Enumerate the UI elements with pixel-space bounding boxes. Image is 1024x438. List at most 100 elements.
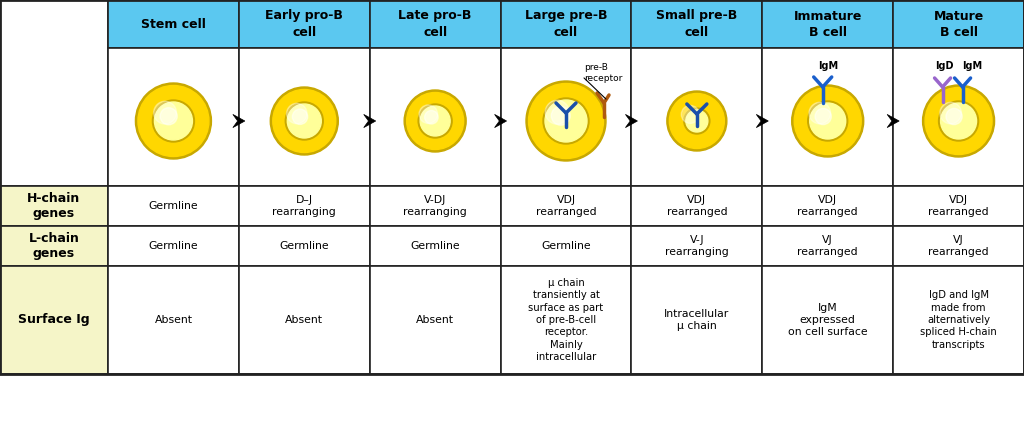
Circle shape [684,108,710,134]
Circle shape [815,108,831,124]
Text: IgD and IgM
made from
alternatively
spliced H-chain
transcripts: IgD and IgM made from alternatively spli… [921,290,997,350]
Text: VDJ
rearranged: VDJ rearranged [929,195,989,217]
Text: L-chain
genes: L-chain genes [29,232,80,261]
Bar [370,0,501,48]
Bar [501,48,632,186]
Circle shape [551,106,570,125]
Text: Germline: Germline [542,241,591,251]
Text: Germline: Germline [148,241,199,251]
Bar [501,266,632,374]
Text: pre-B
receptor: pre-B receptor [584,64,623,83]
Text: Small pre-B
cell: Small pre-B cell [656,10,737,39]
Circle shape [795,88,861,155]
Bar [762,266,893,374]
Bar [108,266,239,374]
Bar [893,226,1024,266]
Circle shape [667,91,727,151]
Text: μ chain
transiently at
surface as part
of pre-B-cell
receptor.
Mainly
intracellu: μ chain transiently at surface as part o… [528,278,603,362]
Bar [370,186,501,226]
Circle shape [543,98,589,144]
Bar [0,0,108,186]
Polygon shape [495,114,507,127]
Bar [501,186,632,226]
Circle shape [288,104,322,138]
Polygon shape [364,114,376,127]
Bar [239,48,370,186]
Text: Absent: Absent [155,315,193,325]
Text: Large pre-B
cell: Large pre-B cell [524,10,607,39]
Bar [632,186,762,226]
Polygon shape [757,114,768,127]
Circle shape [810,103,846,139]
Text: Late pro-B
cell: Late pro-B cell [398,10,472,39]
Polygon shape [626,114,637,127]
Circle shape [686,110,708,132]
Bar [108,48,239,186]
Circle shape [160,108,177,125]
Bar [108,0,239,48]
Bar [893,48,1024,186]
Circle shape [946,108,963,124]
Bar [0,186,108,226]
Bar [632,48,762,186]
Text: Immature
B cell: Immature B cell [794,10,862,39]
Circle shape [135,83,211,159]
Polygon shape [887,114,899,127]
Text: Stem cell: Stem cell [141,18,206,31]
Circle shape [155,102,193,140]
Circle shape [270,87,338,155]
Circle shape [420,106,451,136]
Bar [501,0,632,48]
Circle shape [404,90,466,152]
Text: IgD: IgD [935,61,953,71]
Bar [0,266,108,374]
Circle shape [792,85,863,157]
Text: Mature
B cell: Mature B cell [934,10,984,39]
Bar [108,226,239,266]
Circle shape [941,103,977,139]
Text: Early pro-B
cell: Early pro-B cell [265,10,343,39]
Text: Intracellular
μ chain: Intracellular μ chain [665,309,729,331]
Circle shape [939,101,979,141]
Text: IgM
expressed
on cell surface: IgM expressed on cell surface [787,303,867,337]
Circle shape [925,88,992,155]
Bar [893,266,1024,374]
Bar [370,48,501,186]
Bar [893,0,1024,48]
Bar [762,226,893,266]
Text: Germline: Germline [280,241,329,251]
Text: D–J
rearranging: D–J rearranging [272,195,336,217]
Bar [239,0,370,48]
Bar [239,186,370,226]
Text: V-DJ
rearranging: V-DJ rearranging [403,195,467,217]
Bar [239,266,370,374]
Bar [239,226,370,266]
Circle shape [940,102,962,124]
Bar [0,226,108,266]
Circle shape [923,85,994,157]
Circle shape [419,105,437,124]
Bar [632,226,762,266]
Text: VDJ
rearranged: VDJ rearranged [798,195,858,217]
Circle shape [418,104,453,138]
Circle shape [808,101,848,141]
Circle shape [138,85,209,156]
Circle shape [407,92,464,149]
Bar [632,0,762,48]
Text: Surface Ig: Surface Ig [18,314,90,326]
Circle shape [528,84,603,159]
Text: H-chain
genes: H-chain genes [28,191,81,220]
Circle shape [809,102,830,124]
Text: VDJ
rearranged: VDJ rearranged [667,195,727,217]
Text: IgM: IgM [963,61,983,71]
Bar [762,48,893,186]
Bar [370,226,501,266]
Text: Absent: Absent [416,315,454,325]
Bar [893,186,1024,226]
Text: VJ
rearranged: VJ rearranged [798,235,858,257]
Circle shape [526,81,606,161]
Circle shape [293,109,307,124]
Circle shape [545,100,587,142]
Text: VJ
rearranged: VJ rearranged [929,235,989,257]
Text: Germline: Germline [411,241,460,251]
